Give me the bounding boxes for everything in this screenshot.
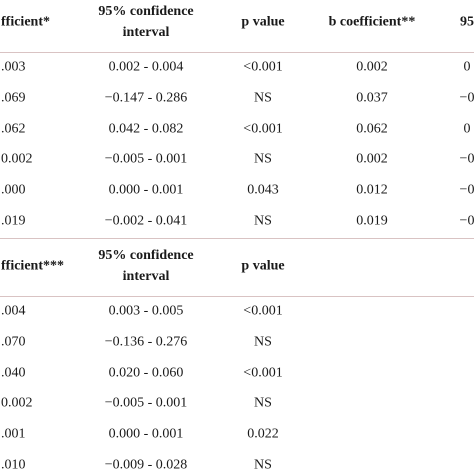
table-cell: 0	[463, 121, 471, 137]
table-cell: <0.001	[243, 59, 283, 75]
column-header: fficient***	[1, 258, 64, 274]
table-cell: 0.002	[1, 395, 33, 411]
table-cell: .070	[1, 334, 26, 350]
table-cell: 0.037	[356, 90, 388, 106]
header-rule	[0, 52, 474, 53]
table-cell: −0.136 - 0.276	[104, 334, 188, 350]
table-cell: 0.022	[247, 426, 279, 442]
table-cell: NS	[254, 334, 272, 350]
table-cell: −0	[459, 213, 474, 229]
table-separator	[0, 238, 474, 239]
column-header: fficient*	[1, 14, 50, 30]
table-cell: .000	[1, 182, 26, 198]
table-cell: −0	[459, 182, 474, 198]
table-cell: NS	[254, 151, 272, 167]
table-cell: <0.001	[243, 303, 283, 319]
table-cell: NS	[254, 457, 272, 473]
table-cell: 0.012	[356, 182, 388, 198]
table-cell: .001	[1, 426, 26, 442]
table-cell: −0.005 - 0.001	[104, 151, 188, 167]
column-header: 95% confidence interval	[98, 4, 194, 40]
table-cell: .040	[1, 365, 26, 381]
table-cell: .004	[1, 303, 26, 319]
table-cell: .062	[1, 121, 26, 137]
table-cell: 0.002 - 0.004	[108, 59, 184, 75]
table-cell: −0	[459, 90, 474, 106]
table-cell: 0.002	[1, 151, 33, 167]
table-cell: 0.019	[356, 213, 388, 229]
column-header: p value	[241, 14, 285, 30]
table-cell: 0.000 - 0.001	[108, 426, 184, 442]
table-cell: −0.005 - 0.001	[104, 395, 188, 411]
table-cell: NS	[254, 395, 272, 411]
table-cell: NS	[254, 90, 272, 106]
table-cell: 0.042 - 0.082	[108, 121, 184, 137]
table-cell: −0.009 - 0.028	[104, 457, 188, 473]
table-cell: 0.062	[356, 121, 388, 137]
column-header: 95	[460, 14, 474, 30]
table-cell: 0.020 - 0.060	[108, 365, 184, 381]
table-cell: .069	[1, 90, 26, 106]
header-rule	[0, 296, 474, 297]
table-cell: −0	[459, 151, 474, 167]
table-cell: 0	[463, 59, 471, 75]
table-cell: −0.147 - 0.286	[104, 90, 188, 106]
column-header: b coefficient**	[328, 14, 416, 30]
table-cell: .003	[1, 59, 26, 75]
table-cell: 0.003 - 0.005	[108, 303, 184, 319]
table-cell: −0.002 - 0.041	[104, 213, 188, 229]
table-cell: <0.001	[243, 365, 283, 381]
column-header: p value	[241, 258, 285, 274]
table-cell: 0.000 - 0.001	[108, 182, 184, 198]
table-cell: 0.002	[356, 59, 388, 75]
column-header: 95% confidence interval	[98, 248, 194, 284]
table-cell: 0.002	[356, 151, 388, 167]
table-cell: .010	[1, 457, 26, 473]
table-cell: <0.001	[243, 121, 283, 137]
table-cell: .019	[1, 213, 26, 229]
table-cell: NS	[254, 213, 272, 229]
table-cell: 0.043	[247, 182, 279, 198]
